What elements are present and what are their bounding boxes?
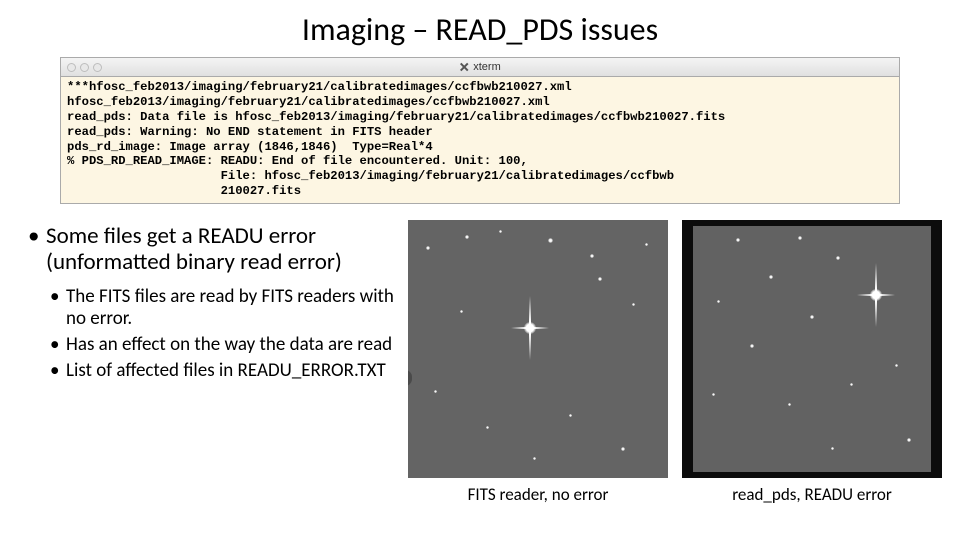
bullet-sub: List of affected files in READU_ERROR.TX…	[66, 360, 398, 382]
bullet-sub: The FITS files are read by FITS readers …	[66, 286, 398, 330]
figure-right: read_pds, READU error	[682, 220, 942, 505]
star-dot	[460, 310, 463, 313]
star-dot	[499, 230, 502, 233]
figure-left: FITS reader, no error	[408, 220, 668, 505]
star-dot	[426, 246, 430, 250]
terminal-titlebar: xterm	[60, 57, 900, 77]
star-dot	[810, 315, 814, 319]
bullet-main: Some files get a READU error (unformatte…	[46, 224, 398, 276]
star-dot	[465, 235, 469, 239]
star-image-left	[408, 220, 668, 478]
star-dot	[434, 390, 437, 393]
star-image-right	[693, 226, 931, 472]
terminal-output: ***hfosc_feb2013/imaging/february21/cali…	[60, 77, 900, 204]
star-dot	[645, 243, 648, 246]
star-dot	[621, 447, 625, 451]
page-title: Imaging – READ_PDS issues	[0, 0, 960, 57]
star-dot	[831, 447, 834, 450]
caption-left: FITS reader, no error	[468, 484, 609, 505]
star-dot	[750, 344, 754, 348]
bullet-block: Some files get a READU error (unformatte…	[18, 220, 398, 505]
star-dot	[632, 303, 635, 306]
window-controls	[67, 63, 102, 72]
edge-notch	[408, 370, 412, 386]
star-dot	[590, 254, 594, 258]
bullet-sub: Has an effect on the way the data are re…	[66, 334, 398, 356]
star-dot	[486, 426, 489, 429]
star-dot	[598, 277, 602, 281]
close-icon	[67, 63, 76, 72]
star-dot	[548, 238, 553, 243]
star-dot	[736, 238, 740, 242]
star-dot	[798, 236, 802, 240]
terminal-title-text: xterm	[473, 61, 501, 73]
star-dot	[850, 383, 853, 386]
zoom-icon	[93, 63, 102, 72]
star-dot	[717, 300, 720, 303]
star-dot	[712, 393, 715, 396]
x-icon	[459, 62, 469, 72]
caption-right: read_pds, READU error	[732, 484, 892, 505]
star-dot	[769, 275, 773, 279]
star-dot	[895, 364, 898, 367]
star-dot	[788, 403, 791, 406]
star-dot	[907, 438, 911, 442]
star-image-right-outer	[682, 220, 942, 478]
terminal-title: xterm	[459, 61, 501, 73]
star-dot	[836, 256, 840, 260]
star-dot	[569, 414, 572, 417]
terminal-window: xterm ***hfosc_feb2013/imaging/february2…	[60, 57, 900, 204]
minimize-icon	[80, 63, 89, 72]
star-dot	[533, 457, 536, 460]
